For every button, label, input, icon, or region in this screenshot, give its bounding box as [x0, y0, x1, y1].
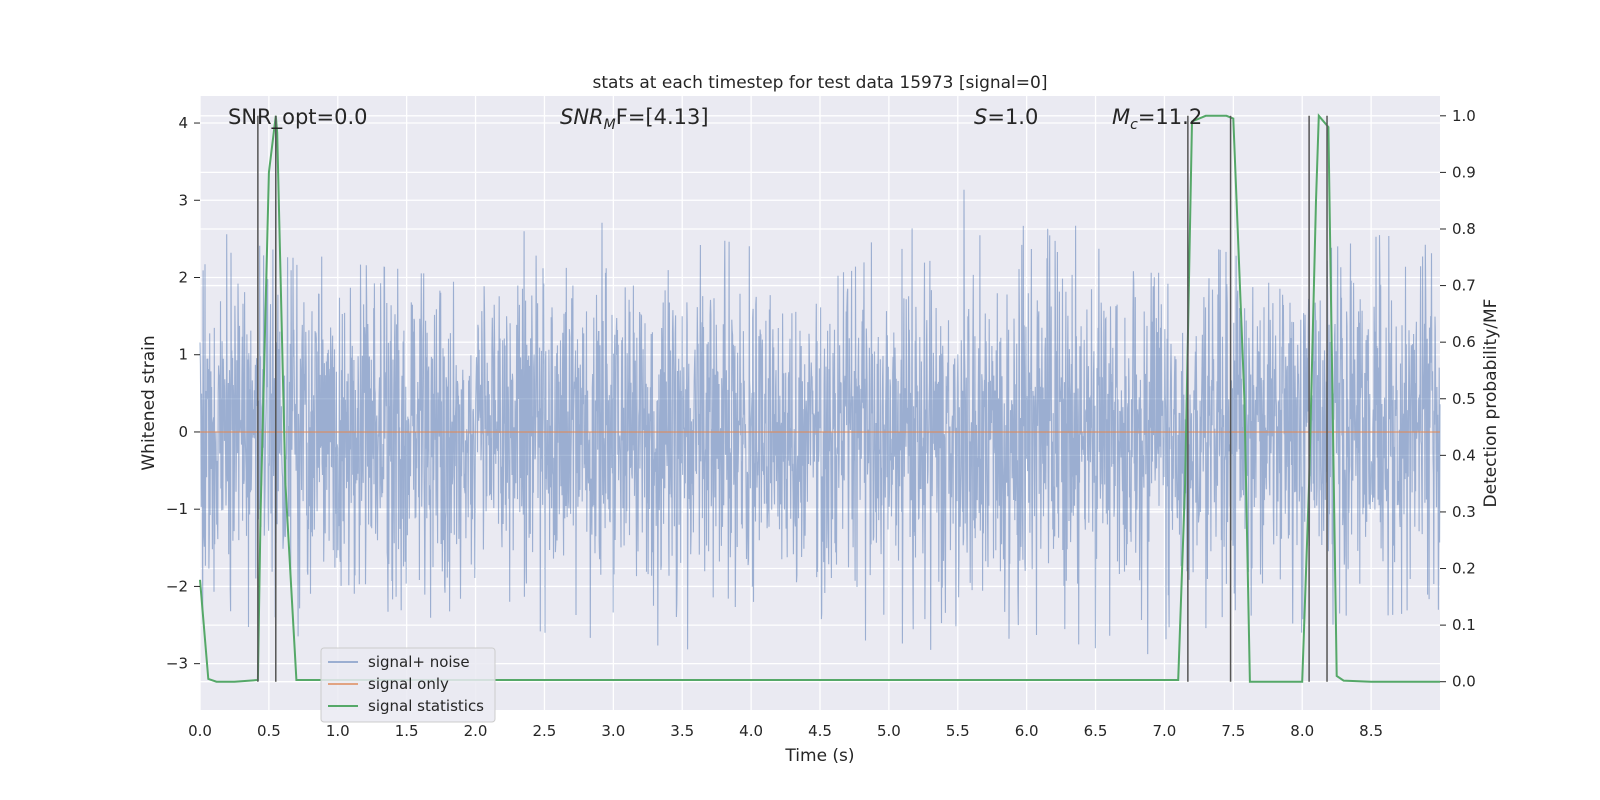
x-tick-label-4: 2.0 — [464, 722, 488, 740]
annotation-mc: Mc=11.2 — [1112, 105, 1202, 133]
annotation-snr-mf-sub: M — [604, 117, 616, 133]
y-axis-label: Whitened strain — [139, 335, 159, 470]
annotation-s-rest: =1.0 — [987, 105, 1038, 129]
annotation-mc-rest: =11.2 — [1138, 105, 1202, 129]
annotation-mc-sub: c — [1130, 117, 1138, 133]
y2-tick-label-2: 0.2 — [1452, 560, 1476, 578]
x-tick-label-15: 7.5 — [1221, 722, 1245, 740]
y-tick-label-5: 2 — [178, 268, 188, 286]
annotation-mc-var: M — [1112, 105, 1130, 129]
y2-tick-label-8: 0.8 — [1452, 220, 1476, 238]
y2-axis-ticks: 0.0 0.1 0.2 0.3 0.4 0.5 0.6 0.7 0.8 0.9 1.0 — [1440, 107, 1476, 691]
y2-tick-label-10: 1.0 — [1452, 107, 1476, 125]
x-tick-label-3: 1.5 — [395, 722, 419, 740]
x-tick-label-8: 4.0 — [739, 722, 763, 740]
series-lines — [199, 113, 1440, 683]
legend: signal+ noise signal only signal statist… — [320, 647, 496, 723]
x-tick-label-10: 5.0 — [877, 722, 901, 740]
legend-label-stats: signal statistics — [368, 697, 484, 715]
event-markers — [257, 115, 1328, 682]
legend-label-noise: signal+ noise — [368, 653, 470, 671]
x-axis-label: Time (s) — [784, 746, 854, 766]
y2-tick-label-0: 0.0 — [1452, 673, 1476, 691]
x-tick-label-11: 5.5 — [946, 722, 970, 740]
x-tick-label-1: 0.5 — [257, 722, 281, 740]
annotation-s: S=1.0 — [974, 105, 1038, 129]
legend-label-signal: signal only — [368, 675, 449, 693]
legend-box — [320, 647, 496, 723]
x-tick-label-17: 8.5 — [1359, 722, 1383, 740]
y-tick-label-0: −3 — [166, 655, 188, 673]
y2-tick-label-1: 0.1 — [1452, 616, 1476, 634]
y2-tick-label-4: 0.4 — [1452, 446, 1476, 464]
x-axis-ticks: 0.0 0.5 1.0 1.5 2.0 2.5 3.0 3.5 4.0 4.5 5.0 5.5 6.0 6… — [188, 722, 1383, 740]
x-tick-label-13: 6.5 — [1084, 722, 1108, 740]
y2-tick-label-7: 0.7 — [1452, 277, 1476, 295]
x-tick-label-2: 1.0 — [326, 722, 350, 740]
y-tick-label-4: 1 — [178, 346, 188, 364]
y-axis-ticks: −3 −2 −1 0 1 2 3 4 — [166, 114, 200, 673]
x-tick-label-6: 3.0 — [601, 722, 625, 740]
x-tick-label-9: 4.5 — [808, 722, 832, 740]
y2-tick-label-6: 0.6 — [1452, 333, 1476, 351]
signal-plus-noise-series — [199, 189, 1441, 655]
y-tick-label-1: −2 — [166, 577, 188, 595]
annotation-snr-mf: SNRMF=[4.13] — [560, 105, 709, 133]
y-tick-label-2: −1 — [166, 500, 188, 518]
y2-tick-label-5: 0.5 — [1452, 390, 1476, 408]
y-tick-label-6: 3 — [178, 191, 188, 209]
x-tick-label-5: 2.5 — [533, 722, 557, 740]
series-signal-plus-noise — [199, 189, 1441, 655]
y2-axis-label: Detection probability/MF — [1481, 299, 1501, 508]
series-signal-statistics — [199, 113, 1440, 683]
y-tick-label-3: 0 — [178, 423, 188, 441]
x-tick-label-12: 6.0 — [1015, 722, 1039, 740]
y-tick-label-7: 4 — [178, 114, 188, 132]
x-tick-label-14: 7.0 — [1153, 722, 1177, 740]
x-tick-label-7: 3.5 — [670, 722, 694, 740]
y2-tick-label-3: 0.3 — [1452, 503, 1476, 521]
y2-tick-label-9: 0.9 — [1452, 163, 1476, 181]
annotation-s-var: S — [974, 105, 987, 129]
x-tick-label-0: 0.0 — [188, 722, 212, 740]
annotation-snr-opt: SNR_opt=0.0 — [228, 105, 368, 130]
chart-title: stats at each timestep for test data 159… — [593, 73, 1048, 93]
annotation-snr-mf-rest: F=[4.13] — [616, 105, 709, 129]
annotation-snr-mf-base: SNR — [560, 105, 604, 129]
x-tick-label-16: 8.0 — [1290, 722, 1314, 740]
